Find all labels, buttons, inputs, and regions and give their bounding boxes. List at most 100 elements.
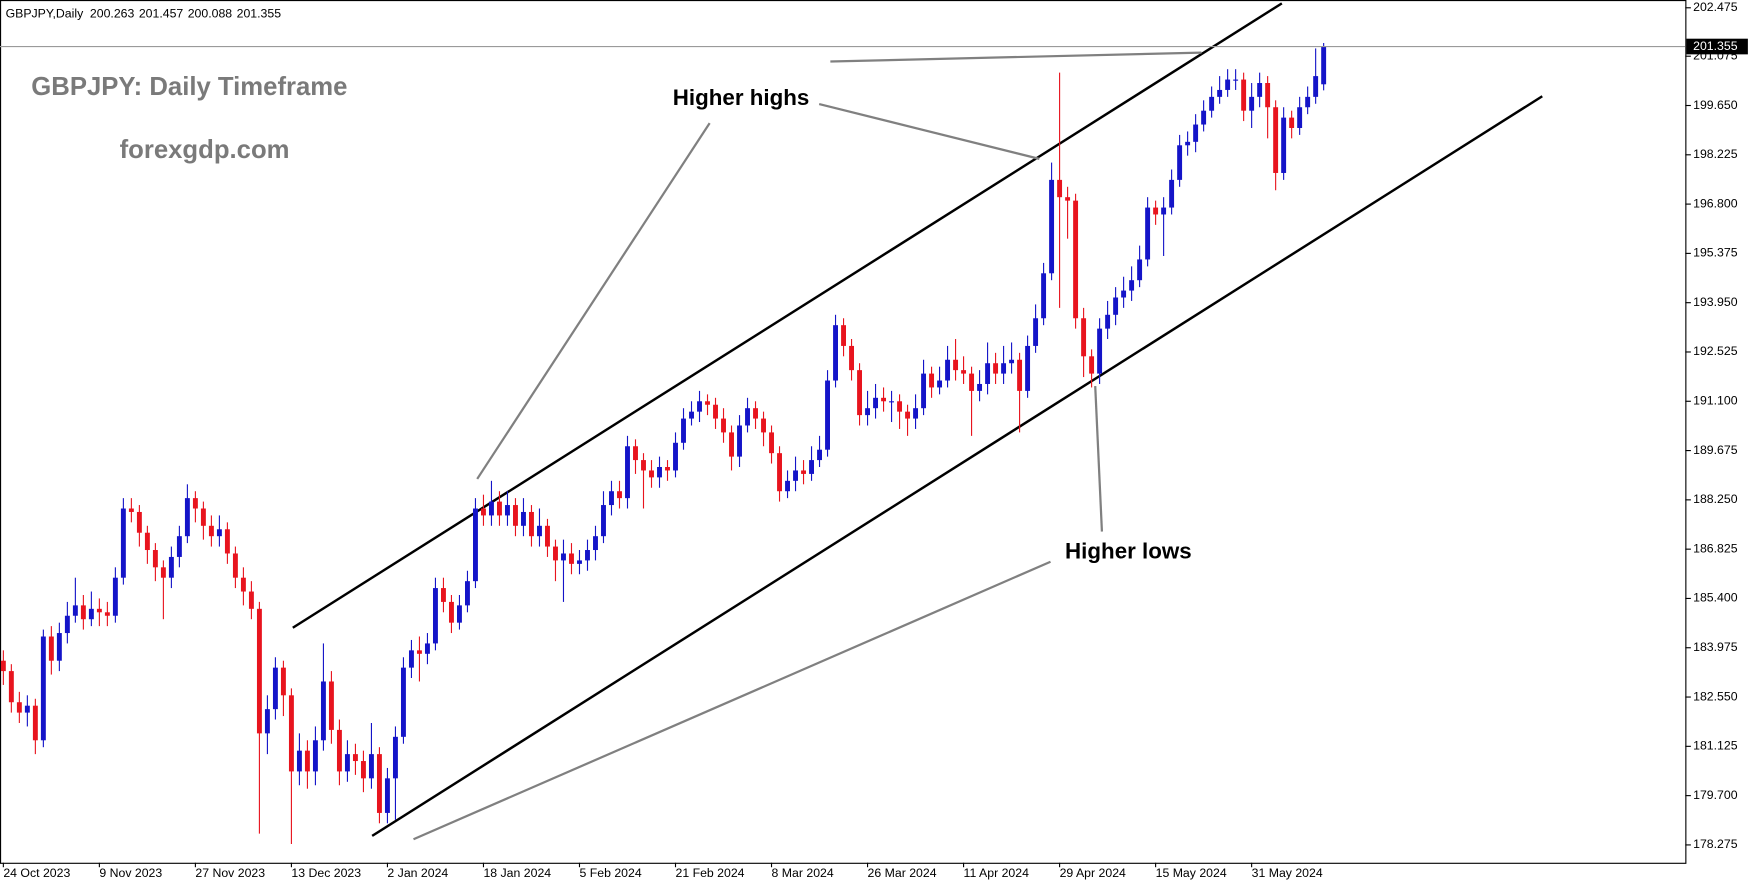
candle-body <box>577 560 582 564</box>
candle-body <box>240 577 246 592</box>
candle-body <box>529 511 534 537</box>
candle-body <box>945 359 951 381</box>
candle-body <box>857 370 863 416</box>
candle-body <box>993 363 999 374</box>
candle-body <box>833 325 839 381</box>
x-tick-label: 9 Nov 2023 <box>99 866 162 880</box>
candle-body <box>721 418 726 433</box>
candle-body <box>497 501 502 516</box>
candle-body <box>1313 76 1319 97</box>
candle-body <box>1089 356 1095 374</box>
candle-body <box>521 511 526 526</box>
candle-body <box>208 525 214 537</box>
y-tick-label: 198.225 <box>1693 147 1738 161</box>
header-open: 200.263 <box>90 7 135 21</box>
symbol: GBPJPY,Daily <box>6 7 84 21</box>
candle-body <box>384 778 390 813</box>
candle-body <box>432 588 438 644</box>
candle-body <box>48 636 54 661</box>
candle-body <box>921 373 927 409</box>
candle-body <box>817 449 822 461</box>
candle-body <box>80 605 86 620</box>
candle-body <box>72 605 78 616</box>
candle-body <box>1065 197 1071 201</box>
candle-body <box>232 553 238 578</box>
candle-body <box>737 425 742 457</box>
candle-body <box>785 480 790 492</box>
candle-body <box>64 615 70 634</box>
candle-body <box>1297 107 1303 128</box>
candle-body <box>505 505 510 516</box>
candle-body <box>481 508 486 516</box>
candle-body <box>881 397 887 402</box>
candle-body <box>1113 297 1119 315</box>
candle-body <box>1265 83 1271 108</box>
candle-body <box>913 408 919 419</box>
y-tick-label: 182.550 <box>1693 689 1738 703</box>
candle-body <box>801 470 806 474</box>
candle-body <box>256 608 262 734</box>
candle-body <box>336 729 342 772</box>
x-tick-label: 5 Feb 2024 <box>579 866 641 880</box>
candle-body <box>609 491 614 506</box>
candle-body <box>569 553 574 564</box>
y-tick-label: 183.975 <box>1693 640 1738 654</box>
candle-body <box>328 681 334 730</box>
candle-body <box>777 453 782 492</box>
candle-body <box>537 525 542 537</box>
candle-body <box>897 401 903 412</box>
candle-body <box>440 588 446 602</box>
y-tick-label: 195.375 <box>1693 246 1738 260</box>
candle-body <box>56 633 62 661</box>
x-tick-label: 24 Oct 2023 <box>3 866 70 880</box>
upper-channel <box>292 2 1283 629</box>
candle-body <box>1273 107 1279 173</box>
candle-body <box>713 404 718 419</box>
candle-body <box>681 418 686 443</box>
candle-body <box>392 736 398 779</box>
candle-body <box>825 380 830 450</box>
candle-body <box>1201 110 1207 125</box>
candle-body <box>1225 79 1231 90</box>
candle-body <box>416 650 422 654</box>
candle-body <box>673 442 678 471</box>
candle-body <box>1041 273 1047 319</box>
y-tick-label: 185.400 <box>1693 591 1738 605</box>
candle-body <box>120 508 126 578</box>
y-tick-label: 191.100 <box>1693 394 1738 408</box>
candle-body <box>1209 96 1215 111</box>
candle-body <box>1049 179 1055 274</box>
candle-body <box>697 401 702 412</box>
y-tick-label: 199.650 <box>1693 98 1738 112</box>
y-tick-label: 181.125 <box>1693 739 1738 753</box>
x-tick-label: 11 Apr 2024 <box>964 866 1030 880</box>
annotation: Higher highs <box>673 85 810 110</box>
candle-body <box>40 636 46 741</box>
candle-body <box>601 505 606 537</box>
candle-body <box>545 525 550 547</box>
candle-body <box>24 705 30 713</box>
candle-body <box>216 529 222 537</box>
candle-body <box>489 501 494 516</box>
candle-body <box>841 325 847 346</box>
candle-body <box>473 508 478 582</box>
candle-body <box>296 750 302 772</box>
y-tick-label: 186.825 <box>1693 541 1738 555</box>
candle-body <box>1169 179 1175 208</box>
header-low: 200.088 <box>188 7 233 21</box>
x-tick-label: 27 Nov 2023 <box>195 866 265 880</box>
candle-body <box>617 491 622 499</box>
candle-body <box>1185 141 1191 146</box>
candle-body <box>280 667 286 696</box>
candle-body <box>889 401 895 403</box>
candle-body <box>344 754 350 772</box>
candle-body <box>745 408 750 426</box>
candle-body <box>625 446 630 499</box>
candle-body <box>905 411 911 419</box>
candle-body <box>272 667 278 710</box>
candle-body <box>761 418 766 433</box>
candle-body <box>1033 318 1039 346</box>
y-tick-label: 202.475 <box>1693 0 1738 14</box>
candle-body <box>1097 328 1103 374</box>
